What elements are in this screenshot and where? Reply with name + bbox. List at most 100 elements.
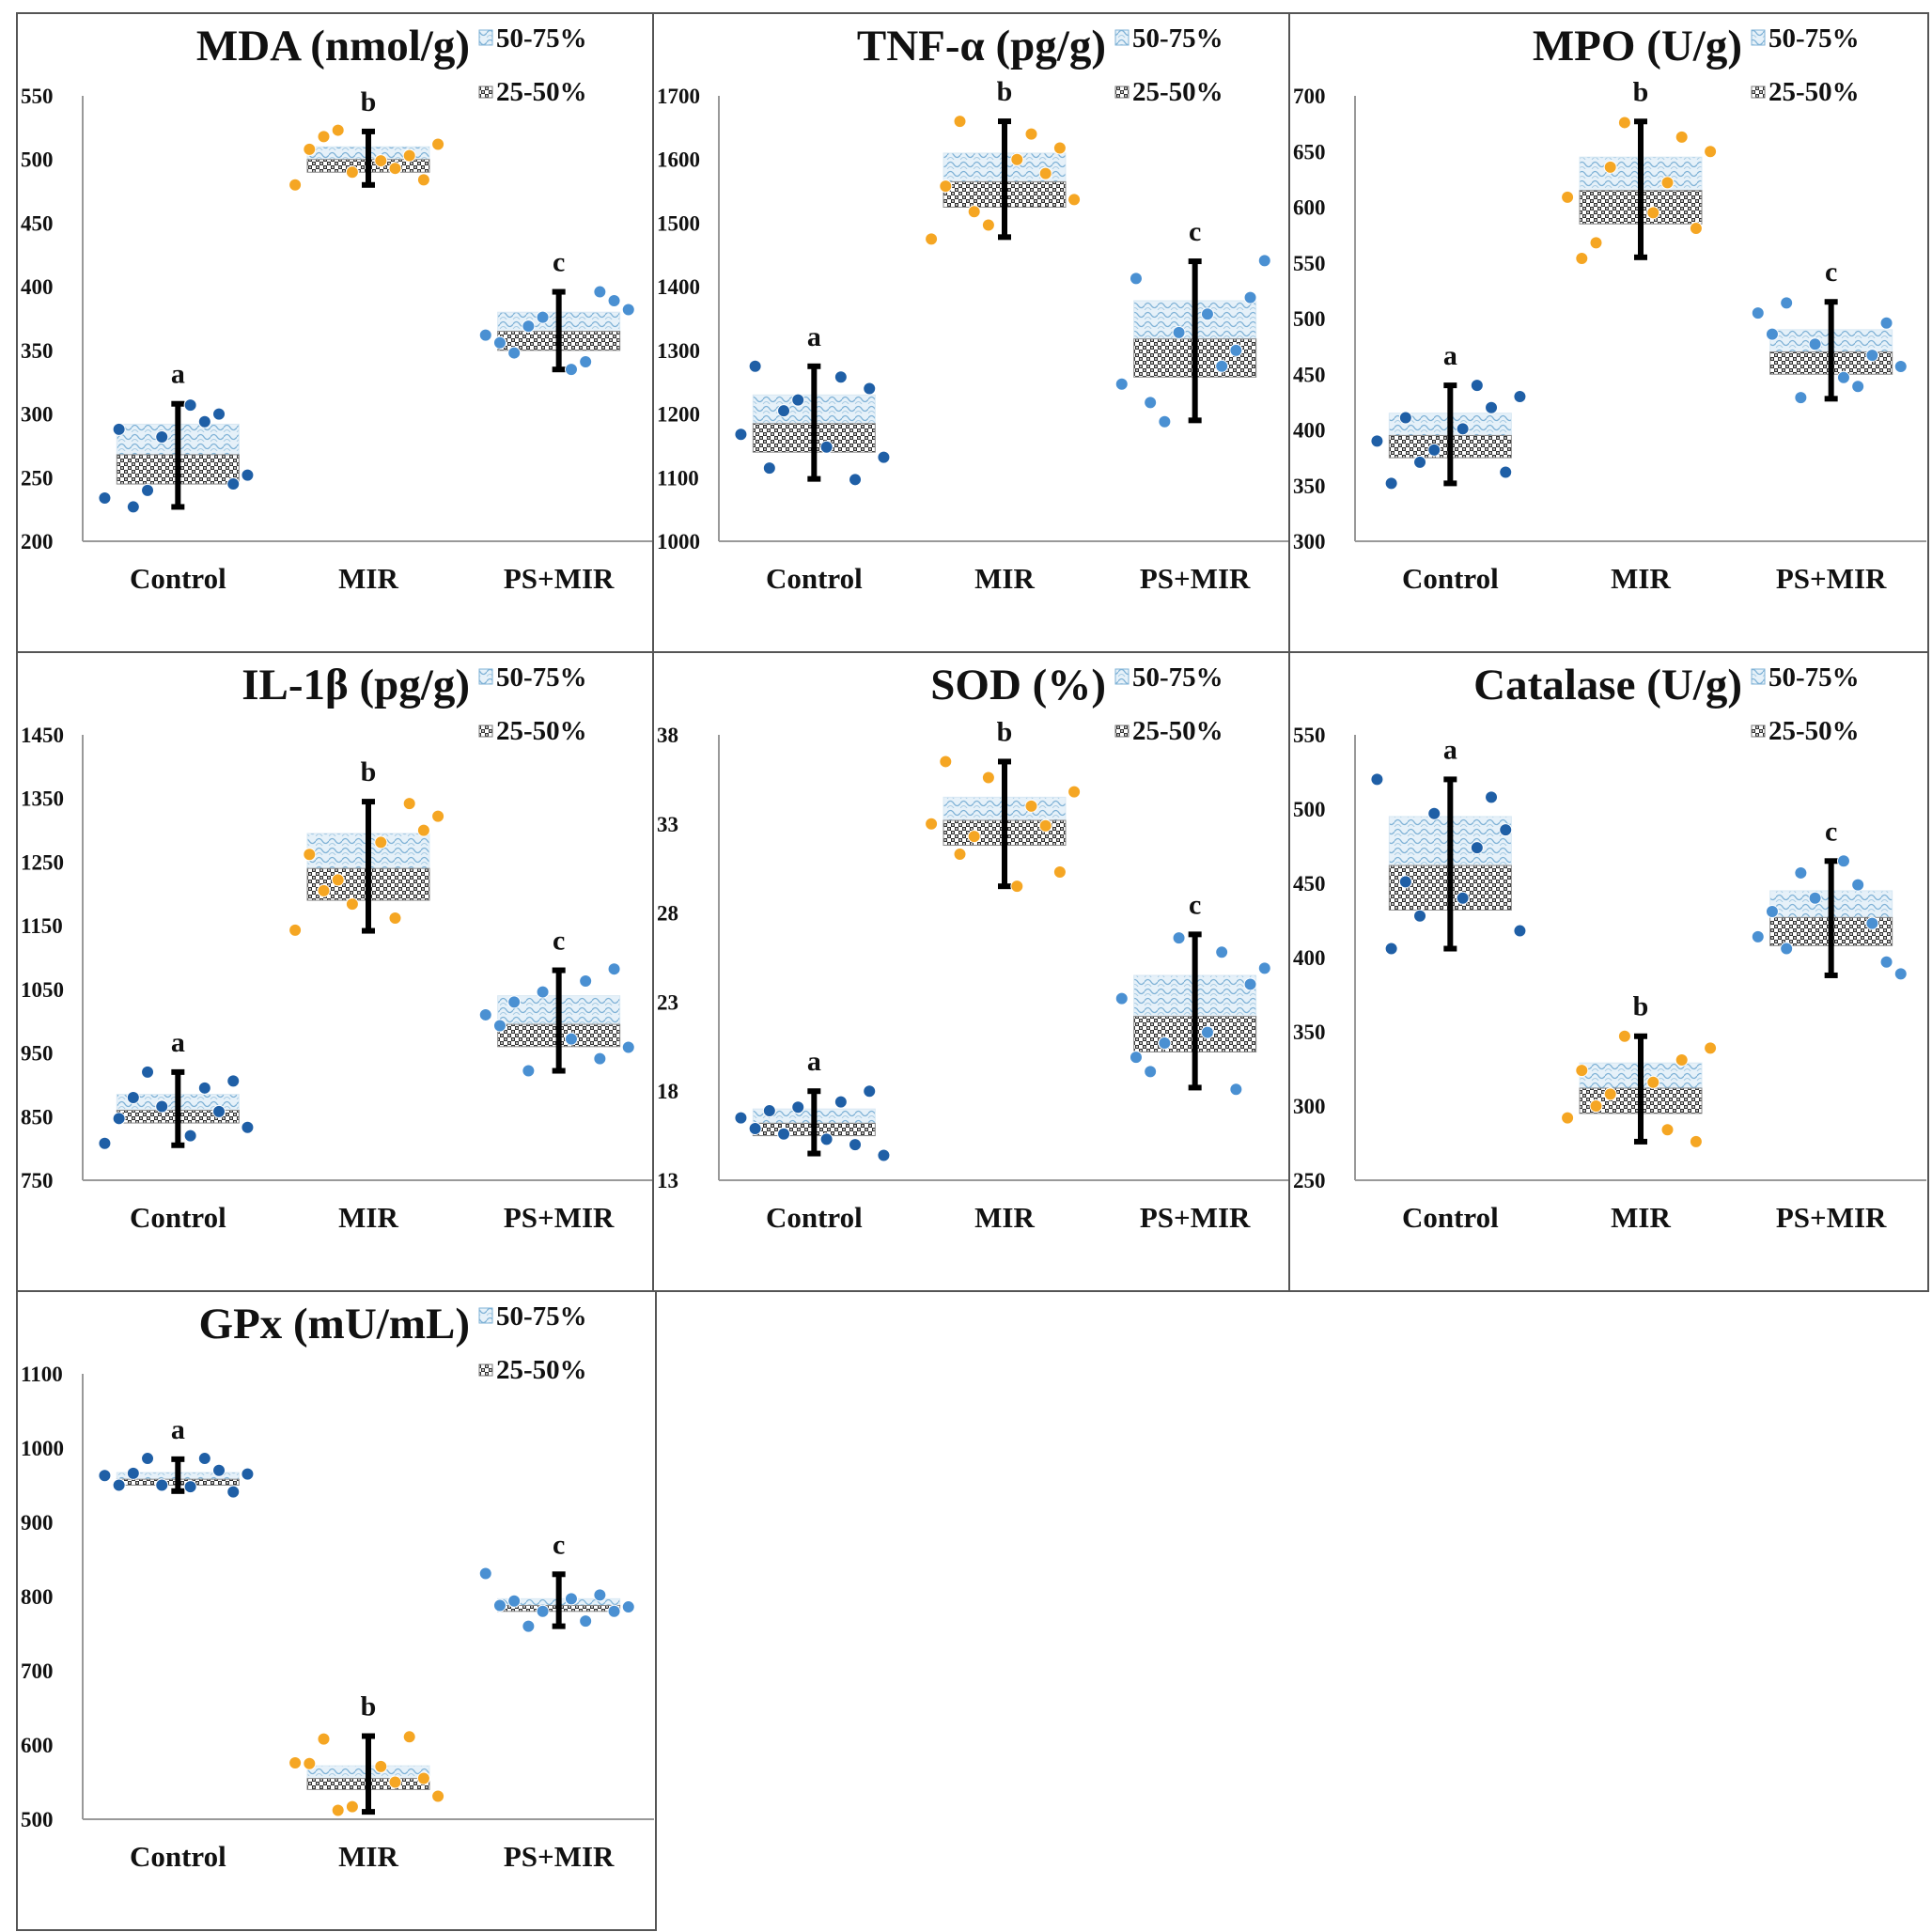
y-tick-label: 33 <box>657 813 678 836</box>
data-point <box>1751 306 1765 320</box>
data-point <box>226 1485 241 1499</box>
data-point <box>183 1129 197 1143</box>
y-tick-label: 450 <box>1293 363 1326 386</box>
y-tick-label: 28 <box>657 902 678 926</box>
data-point <box>1765 905 1779 919</box>
data-point <box>126 500 140 514</box>
significance-letter: b <box>361 1691 377 1722</box>
data-point <box>212 407 226 421</box>
y-tick-label: 1000 <box>657 530 700 553</box>
data-point <box>1865 349 1879 363</box>
data-point <box>1765 327 1779 341</box>
chart-panel-3: 300 350 400 450 500 550 600 650 700 Control MIR PS+… <box>1288 12 1929 653</box>
legend-label-lower: 25-50% <box>1768 77 1860 107</box>
x-category-label: PS+MIR <box>1140 1201 1251 1234</box>
data-point <box>1229 1083 1243 1097</box>
y-tick-label: 18 <box>657 1080 678 1103</box>
data-point <box>212 1463 226 1477</box>
data-point <box>1780 296 1794 310</box>
x-category-label: MIR <box>338 562 398 595</box>
y-tick-label: 38 <box>657 724 678 747</box>
data-point <box>1172 931 1186 945</box>
data-point <box>1114 991 1129 1005</box>
data-point <box>1243 977 1257 991</box>
y-tick-label: 1250 <box>21 850 64 874</box>
legend-label-upper: 50-75% <box>1768 662 1860 693</box>
data-point <box>849 1138 863 1152</box>
chart-panel-4: 750 850 950 1050 1150 1250 1350 1450 Control MIR P… <box>16 651 657 1292</box>
data-point <box>241 1120 255 1134</box>
legend-label-lower: 25-50% <box>1768 716 1860 746</box>
data-point <box>579 355 593 369</box>
chart-panel-2: 1000 1100 1200 1300 1400 1500 1600 1700 Control M… <box>652 12 1293 653</box>
significance-letter: c <box>1189 216 1201 247</box>
data-point <box>212 1104 226 1118</box>
data-point <box>1067 785 1082 799</box>
significance-letter: a <box>1443 340 1457 371</box>
significance-letter: a <box>171 359 185 390</box>
data-point <box>345 1800 359 1814</box>
y-tick-label: 23 <box>657 990 678 1014</box>
data-point <box>416 823 430 837</box>
data-point <box>1513 924 1527 938</box>
data-point <box>1010 152 1024 166</box>
y-tick-label: 550 <box>1293 724 1326 747</box>
data-point <box>155 429 169 444</box>
y-tick-label: 450 <box>1293 872 1326 896</box>
data-point <box>345 897 359 911</box>
y-tick-label: 1450 <box>21 724 64 747</box>
data-point <box>981 771 995 785</box>
data-point <box>1499 823 1513 837</box>
chart-title: GPx (mU/mL) <box>199 1300 470 1348</box>
significance-letter: a <box>171 1414 185 1445</box>
data-point <box>331 123 345 137</box>
x-category-label: PS+MIR <box>504 1201 615 1234</box>
chart-panel-5: 13 18 23 28 33 38 Control MIR PS+MIR SOD (%) 50-75… <box>652 651 1293 1292</box>
x-category-label: Control <box>766 1201 863 1234</box>
y-tick-label: 13 <box>657 1169 678 1192</box>
legend-swatch-upper <box>1114 29 1130 46</box>
y-tick-label: 350 <box>1293 475 1326 498</box>
significance-letter: c <box>1189 889 1201 920</box>
data-point <box>1413 455 1427 469</box>
x-category-label: Control <box>1402 562 1499 595</box>
data-point <box>877 450 891 464</box>
data-point <box>1704 145 1718 159</box>
data-point <box>1038 818 1052 833</box>
data-point <box>1865 916 1879 930</box>
data-point <box>1052 141 1067 155</box>
data-point <box>197 1081 211 1095</box>
data-point <box>777 404 791 418</box>
data-point <box>1561 190 1575 204</box>
data-point <box>331 1803 345 1817</box>
data-point <box>939 755 953 769</box>
legend-swatch-lower <box>478 724 493 738</box>
data-point <box>1024 799 1038 813</box>
data-point <box>112 1112 126 1126</box>
data-point <box>536 985 550 999</box>
data-point <box>197 1452 211 1466</box>
data-point <box>1499 465 1513 479</box>
data-point <box>1470 841 1484 855</box>
significance-letter: c <box>553 926 565 957</box>
legend-label-lower: 25-50% <box>496 1355 587 1385</box>
panels: 200 250 300 350 400 450 500 550 Control MIR PS+MIR… <box>16 12 1929 1931</box>
data-point <box>141 1452 155 1466</box>
data-point <box>303 1756 317 1770</box>
data-point <box>1114 377 1129 391</box>
y-tick-label: 350 <box>21 339 54 363</box>
data-point <box>1893 359 1908 373</box>
legend-label-upper: 50-75% <box>1132 23 1223 54</box>
data-point <box>1836 854 1850 868</box>
data-point <box>431 137 445 151</box>
data-point <box>621 1600 635 1614</box>
significance-letter: b <box>997 716 1013 747</box>
data-point <box>1200 1025 1214 1039</box>
data-point <box>762 1104 776 1118</box>
y-tick-label: 350 <box>1293 1021 1326 1044</box>
data-point <box>607 1604 621 1618</box>
y-tick-label: 1600 <box>657 148 700 172</box>
y-tick-label: 1000 <box>21 1437 64 1460</box>
data-point <box>925 232 939 246</box>
